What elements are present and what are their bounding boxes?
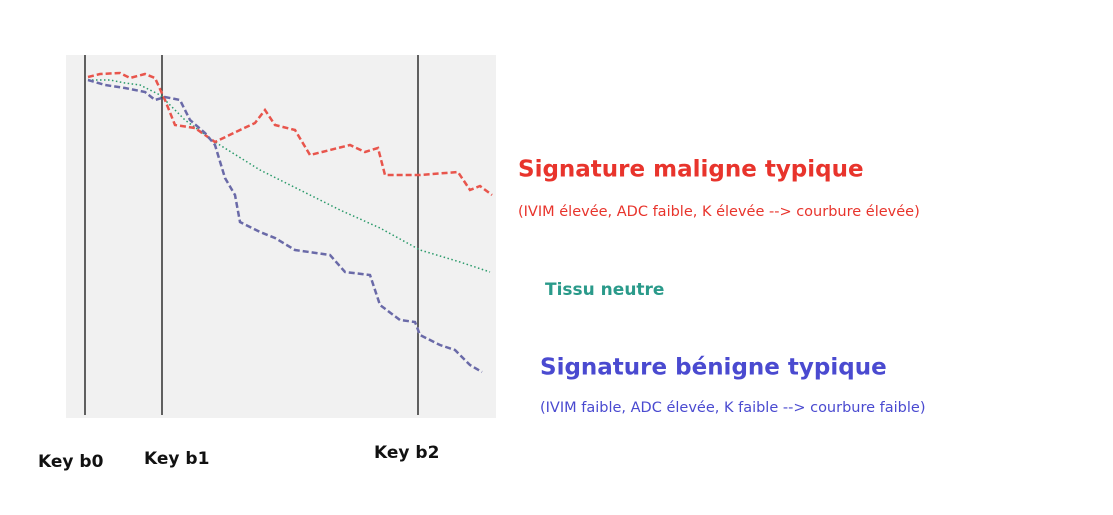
key-label: Key b0 bbox=[38, 452, 104, 472]
key-label: Key b2 bbox=[374, 443, 439, 463]
malignant-subtitle: (IVIM élevée, ADC faible, K élevée --> c… bbox=[518, 204, 920, 220]
benign-title: Signature bénigne typique bbox=[540, 355, 887, 381]
benign-subtitle: (IVIM faible, ADC élevée, K faible --> c… bbox=[540, 400, 925, 416]
neutral-title: Tissu neutre bbox=[545, 280, 664, 300]
malignant-title: Signature maligne typique bbox=[518, 157, 864, 183]
plot-panel bbox=[66, 55, 496, 418]
key-label: Key b1 bbox=[144, 449, 209, 469]
benign-curve bbox=[87, 78, 483, 374]
malignant-curve bbox=[87, 71, 493, 196]
